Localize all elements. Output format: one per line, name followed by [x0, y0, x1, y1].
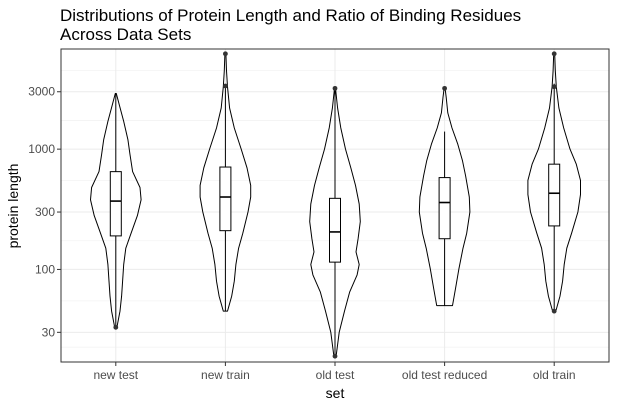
outlier-point-old-test	[332, 85, 338, 91]
outlier-point-old-test-reduced	[442, 85, 447, 91]
violin-new-test	[90, 93, 142, 328]
x-tick-label: old train	[533, 368, 576, 382]
boxplots	[109, 83, 561, 357]
outlier-point-old-train	[551, 308, 557, 314]
box-new-train	[219, 166, 232, 232]
outlier-point-old-test	[332, 353, 338, 359]
y-tick-label: 3000	[28, 85, 55, 99]
chart-title-line-2: Across Data Sets	[60, 25, 192, 44]
x-tick-label: new test	[93, 368, 138, 382]
box-old-test-reduced	[438, 177, 451, 240]
chart-title: Distributions of Protein Length and Rati…	[60, 6, 600, 44]
box-new-test	[109, 171, 122, 237]
outlier-point-new-test	[113, 324, 119, 330]
x-axis-ticks: new test new train old test old test reduce…	[93, 362, 576, 382]
y-axis-ticks: 30 100 300 1000 3000	[28, 85, 61, 339]
outlier-point-new-train	[223, 83, 228, 89]
x-tick-label: old test	[316, 368, 355, 382]
outlier-point-old-train	[551, 51, 557, 57]
y-tick-label: 100	[35, 262, 55, 276]
chart-title-line-1: Distributions of Protein Length and Rati…	[60, 6, 522, 25]
outlier-point-new-train	[223, 51, 228, 57]
y-tick-label: 300	[35, 205, 55, 219]
x-axis-label: set	[326, 385, 345, 401]
y-tick-label: 1000	[28, 142, 55, 156]
box-old-train	[548, 163, 561, 227]
outlier-points	[113, 51, 557, 359]
y-tick-label: 30	[42, 325, 56, 339]
outlier-point-old-train	[551, 84, 557, 90]
x-tick-label: new train	[201, 368, 250, 382]
y-axis-label: protein length	[5, 164, 21, 249]
box-old-test	[329, 197, 341, 263]
x-tick-label: old test reduced	[402, 368, 487, 382]
